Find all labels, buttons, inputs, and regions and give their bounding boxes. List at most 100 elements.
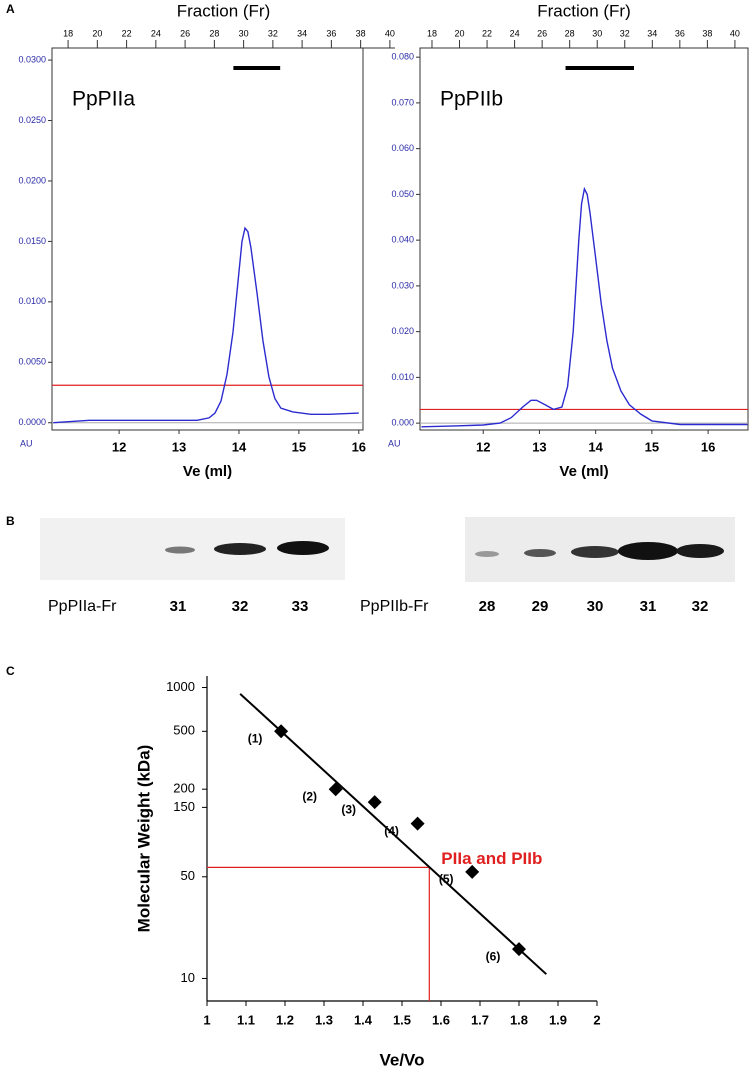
top-tick-label: 18 (427, 28, 437, 38)
x-tick-label: 1.2 (276, 1012, 294, 1027)
top-tick-label: 26 (537, 28, 547, 38)
top-tick-label: 40 (385, 28, 395, 38)
y-tick-label: 0.040 (391, 235, 414, 245)
y-tick-label: 0.0300 (18, 54, 46, 64)
top-tick-label: 36 (675, 28, 685, 38)
top-tick-label: 22 (122, 28, 132, 38)
sample-label: PpPIIb (440, 88, 503, 111)
x-tick-label: 1.1 (237, 1012, 255, 1027)
top-tick-label: 32 (268, 28, 278, 38)
x-tick-label: 16 (352, 439, 366, 454)
band (475, 551, 499, 557)
point-label: (2) (302, 789, 317, 803)
band (676, 544, 724, 558)
y-axis-unit: AU (388, 438, 401, 448)
top-tick-label: 28 (565, 28, 575, 38)
y-tick-label: 0.070 (391, 97, 414, 107)
top-tick-label: 30 (239, 28, 249, 38)
x-tick-label: 1.7 (471, 1012, 489, 1027)
y-tick-label: 50 (181, 868, 195, 883)
y-tick-label: 0.020 (391, 326, 414, 336)
lane-label: 32 (232, 598, 249, 615)
data-point (465, 864, 480, 879)
lane-label: 32 (692, 598, 709, 615)
x-tick-label: 1.9 (549, 1012, 567, 1027)
blot-label: PpPIIa-Fr (48, 598, 117, 615)
trace (421, 186, 748, 428)
top-axis-title: Fraction (Fr) (537, 1, 631, 20)
data-point (512, 942, 526, 957)
top-tick-label: 28 (209, 28, 219, 38)
x-axis-title: Ve/Vo (379, 1050, 424, 1069)
y-tick-label: 1000 (166, 679, 195, 694)
panel-label: B (6, 514, 15, 528)
top-tick-label: 24 (151, 28, 161, 38)
band (214, 543, 266, 555)
top-tick-label: 20 (455, 28, 465, 38)
fit-line (239, 693, 547, 975)
x-tick-label: 1 (203, 1012, 210, 1027)
x-axis-title: Ve (ml) (559, 463, 608, 480)
top-tick-label: 22 (482, 28, 492, 38)
lane-label: 31 (640, 598, 657, 615)
sample-label: PpPIIa (72, 88, 135, 111)
top-tick-label: 20 (92, 28, 102, 38)
y-tick-label: 150 (173, 799, 195, 814)
top-tick-label: 18 (63, 28, 73, 38)
top-axis-title: Fraction (Fr) (177, 1, 271, 20)
blot-label: PpPIIb-Fr (360, 598, 429, 615)
y-tick-label: 0.030 (391, 280, 414, 290)
band (277, 541, 329, 555)
lane-label: 29 (532, 598, 549, 615)
top-tick-label: 38 (356, 28, 366, 38)
y-tick-label: 0.000 (391, 418, 414, 428)
top-tick-label: 34 (647, 28, 657, 38)
x-tick-label: 1.5 (393, 1012, 411, 1027)
x-tick-label: 15 (292, 439, 306, 454)
y-tick-label: 0.0150 (18, 236, 46, 246)
x-tick-label: 15 (645, 439, 659, 454)
x-tick-label: 1.6 (432, 1012, 450, 1027)
blot-left (40, 518, 345, 580)
y-tick-label: 500 (173, 723, 195, 738)
y-tick-label: 0.0100 (18, 296, 46, 306)
y-tick-label: 0.0000 (18, 417, 46, 427)
point-label: (3) (341, 802, 356, 816)
point-label: (1) (248, 731, 263, 745)
lane-label: 33 (292, 598, 309, 615)
trace (53, 226, 359, 424)
x-tick-label: 14 (232, 439, 247, 454)
y-tick-label: 0.050 (391, 189, 414, 199)
blot-right (465, 517, 735, 582)
y-tick-label: 10 (181, 970, 195, 985)
x-tick-label: 16 (701, 439, 715, 454)
y-axis-unit: AU (20, 438, 33, 448)
top-tick-label: 32 (620, 28, 630, 38)
point-label: (5) (439, 872, 454, 886)
x-tick-label: 13 (172, 439, 186, 454)
y-tick-label: 0.080 (391, 52, 414, 62)
top-tick-label: 34 (297, 28, 307, 38)
point-label: (6) (486, 949, 501, 963)
lane-label: 28 (479, 598, 496, 615)
data-point (274, 724, 289, 739)
x-tick-label: 1.8 (510, 1012, 528, 1027)
annotation-label: PIIa and PIIb (441, 849, 542, 868)
band (571, 546, 619, 558)
lane-label: 30 (587, 598, 604, 615)
x-tick-label: 14 (588, 439, 603, 454)
band (524, 549, 556, 557)
top-tick-label: 26 (180, 28, 190, 38)
panel-label: C (6, 664, 15, 678)
top-tick-label: 38 (702, 28, 712, 38)
x-tick-label: 12 (476, 439, 490, 454)
y-tick-label: 0.0200 (18, 175, 46, 185)
panel-label: A (6, 2, 15, 16)
lane-label: 31 (170, 598, 187, 615)
x-tick-label: 2 (593, 1012, 600, 1027)
x-tick-label: 12 (112, 439, 126, 454)
x-tick-label: 1.3 (315, 1012, 333, 1027)
y-tick-label: 0.010 (391, 372, 414, 382)
